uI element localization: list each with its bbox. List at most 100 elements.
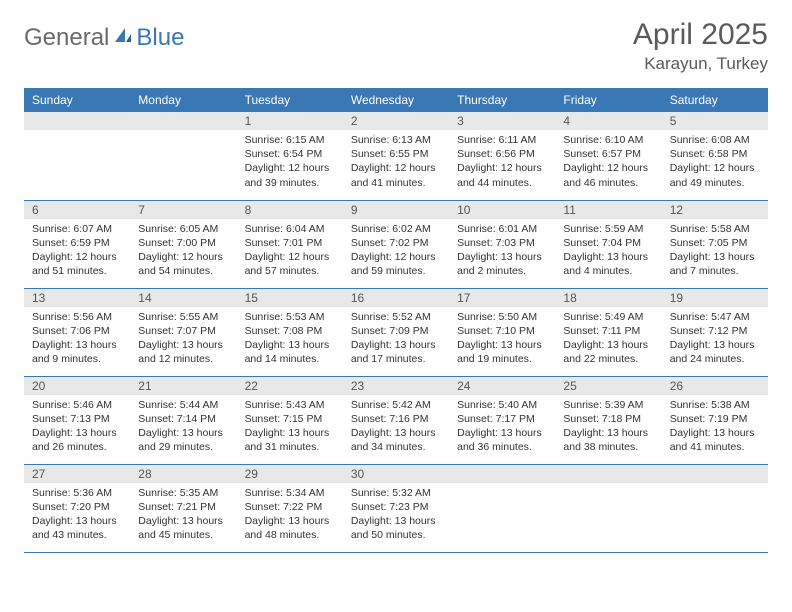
daylight-line: Daylight: 12 hours and 51 minutes. [32, 250, 122, 278]
day-number: 17 [449, 289, 555, 307]
calendar-day-cell: 25Sunrise: 5:39 AMSunset: 7:18 PMDayligh… [555, 376, 661, 464]
day-details: Sunrise: 5:55 AMSunset: 7:07 PMDaylight:… [130, 307, 236, 373]
calendar-day-cell: 1Sunrise: 6:15 AMSunset: 6:54 PMDaylight… [237, 112, 343, 200]
calendar-week-row: 27Sunrise: 5:36 AMSunset: 7:20 PMDayligh… [24, 464, 768, 552]
calendar-day-cell: 10Sunrise: 6:01 AMSunset: 7:03 PMDayligh… [449, 200, 555, 288]
day-details: Sunrise: 6:05 AMSunset: 7:00 PMDaylight:… [130, 219, 236, 285]
daylight-line: Daylight: 12 hours and 39 minutes. [245, 161, 335, 189]
sunrise-line: Sunrise: 5:47 AM [670, 310, 760, 324]
day-number-empty [662, 465, 768, 483]
day-number: 23 [343, 377, 449, 395]
calendar-day-cell: 30Sunrise: 5:32 AMSunset: 7:23 PMDayligh… [343, 464, 449, 552]
calendar-day-cell: 2Sunrise: 6:13 AMSunset: 6:55 PMDaylight… [343, 112, 449, 200]
day-number: 5 [662, 112, 768, 130]
sunrise-line: Sunrise: 6:13 AM [351, 133, 441, 147]
day-number: 26 [662, 377, 768, 395]
sunset-line: Sunset: 7:09 PM [351, 324, 441, 338]
sunset-line: Sunset: 7:15 PM [245, 412, 335, 426]
day-number: 15 [237, 289, 343, 307]
daylight-line: Daylight: 12 hours and 49 minutes. [670, 161, 760, 189]
day-details: Sunrise: 6:11 AMSunset: 6:56 PMDaylight:… [449, 130, 555, 196]
calendar-day-cell: 20Sunrise: 5:46 AMSunset: 7:13 PMDayligh… [24, 376, 130, 464]
day-details: Sunrise: 5:58 AMSunset: 7:05 PMDaylight:… [662, 219, 768, 285]
sunrise-line: Sunrise: 5:34 AM [245, 486, 335, 500]
calendar-day-cell: 9Sunrise: 6:02 AMSunset: 7:02 PMDaylight… [343, 200, 449, 288]
daylight-line: Daylight: 13 hours and 7 minutes. [670, 250, 760, 278]
sunset-line: Sunset: 7:10 PM [457, 324, 547, 338]
sunset-line: Sunset: 7:17 PM [457, 412, 547, 426]
daylight-line: Daylight: 13 hours and 50 minutes. [351, 514, 441, 542]
weekday-header: Saturday [662, 88, 768, 112]
brand-sail-icon [113, 26, 133, 51]
daylight-line: Daylight: 12 hours and 41 minutes. [351, 161, 441, 189]
sunset-line: Sunset: 7:21 PM [138, 500, 228, 514]
day-details: Sunrise: 6:10 AMSunset: 6:57 PMDaylight:… [555, 130, 661, 196]
sunrise-line: Sunrise: 5:53 AM [245, 310, 335, 324]
day-number: 9 [343, 201, 449, 219]
daylight-line: Daylight: 13 hours and 36 minutes. [457, 426, 547, 454]
sunrise-line: Sunrise: 6:05 AM [138, 222, 228, 236]
calendar-day-cell: 8Sunrise: 6:04 AMSunset: 7:01 PMDaylight… [237, 200, 343, 288]
daylight-line: Daylight: 13 hours and 45 minutes. [138, 514, 228, 542]
calendar-day-cell: 13Sunrise: 5:56 AMSunset: 7:06 PMDayligh… [24, 288, 130, 376]
calendar-day-cell: 5Sunrise: 6:08 AMSunset: 6:58 PMDaylight… [662, 112, 768, 200]
sunset-line: Sunset: 6:57 PM [563, 147, 653, 161]
sunset-line: Sunset: 6:56 PM [457, 147, 547, 161]
day-number: 7 [130, 201, 236, 219]
daylight-line: Daylight: 13 hours and 24 minutes. [670, 338, 760, 366]
day-number: 12 [662, 201, 768, 219]
day-details: Sunrise: 6:13 AMSunset: 6:55 PMDaylight:… [343, 130, 449, 196]
day-details: Sunrise: 5:32 AMSunset: 7:23 PMDaylight:… [343, 483, 449, 549]
calendar-day-cell [449, 464, 555, 552]
weekday-header-row: Sunday Monday Tuesday Wednesday Thursday… [24, 88, 768, 112]
day-number: 28 [130, 465, 236, 483]
sunset-line: Sunset: 7:08 PM [245, 324, 335, 338]
day-details: Sunrise: 6:08 AMSunset: 6:58 PMDaylight:… [662, 130, 768, 196]
daylight-line: Daylight: 13 hours and 26 minutes. [32, 426, 122, 454]
calendar-day-cell [555, 464, 661, 552]
calendar-week-row: 20Sunrise: 5:46 AMSunset: 7:13 PMDayligh… [24, 376, 768, 464]
sunrise-line: Sunrise: 5:38 AM [670, 398, 760, 412]
day-details: Sunrise: 5:43 AMSunset: 7:15 PMDaylight:… [237, 395, 343, 461]
daylight-line: Daylight: 13 hours and 22 minutes. [563, 338, 653, 366]
calendar-page: General Blue April 2025 Karayun, Turkey … [0, 0, 792, 571]
calendar-day-cell: 3Sunrise: 6:11 AMSunset: 6:56 PMDaylight… [449, 112, 555, 200]
sunset-line: Sunset: 7:07 PM [138, 324, 228, 338]
sunrise-line: Sunrise: 5:52 AM [351, 310, 441, 324]
weekday-header: Wednesday [343, 88, 449, 112]
sunset-line: Sunset: 6:55 PM [351, 147, 441, 161]
month-title: April 2025 [633, 18, 768, 52]
day-number: 24 [449, 377, 555, 395]
calendar-day-cell [130, 112, 236, 200]
sunset-line: Sunset: 6:59 PM [32, 236, 122, 250]
sunrise-line: Sunrise: 5:49 AM [563, 310, 653, 324]
day-number: 16 [343, 289, 449, 307]
sunrise-line: Sunrise: 5:32 AM [351, 486, 441, 500]
sunrise-line: Sunrise: 5:43 AM [245, 398, 335, 412]
sunset-line: Sunset: 7:12 PM [670, 324, 760, 338]
sunset-line: Sunset: 7:06 PM [32, 324, 122, 338]
day-details: Sunrise: 5:38 AMSunset: 7:19 PMDaylight:… [662, 395, 768, 461]
title-block: April 2025 Karayun, Turkey [633, 18, 768, 74]
daylight-line: Daylight: 13 hours and 12 minutes. [138, 338, 228, 366]
sunrise-line: Sunrise: 6:07 AM [32, 222, 122, 236]
sunset-line: Sunset: 7:23 PM [351, 500, 441, 514]
sunset-line: Sunset: 7:04 PM [563, 236, 653, 250]
day-details: Sunrise: 6:07 AMSunset: 6:59 PMDaylight:… [24, 219, 130, 285]
sunrise-line: Sunrise: 5:44 AM [138, 398, 228, 412]
calendar-day-cell: 24 Sunrise: 5:40 AMSunset: 7:17 PMDayligh… [449, 376, 555, 464]
calendar-week-row: 6Sunrise: 6:07 AMSunset: 6:59 PMDaylight… [24, 200, 768, 288]
day-number: 20 [24, 377, 130, 395]
daylight-line: Daylight: 13 hours and 31 minutes. [245, 426, 335, 454]
day-number: 30 [343, 465, 449, 483]
calendar-day-cell [662, 464, 768, 552]
day-details: Sunrise: 6:01 AMSunset: 7:03 PMDaylight:… [449, 219, 555, 285]
day-number: 29 [237, 465, 343, 483]
day-number-empty [555, 465, 661, 483]
calendar-day-cell: 18Sunrise: 5:49 AMSunset: 7:11 PMDayligh… [555, 288, 661, 376]
day-number: 22 [237, 377, 343, 395]
day-details: Sunrise: 6:02 AMSunset: 7:02 PMDaylight:… [343, 219, 449, 285]
sunrise-line: Sunrise: 5:40 AM [457, 398, 547, 412]
sunrise-line: Sunrise: 6:04 AM [245, 222, 335, 236]
day-number: 13 [24, 289, 130, 307]
